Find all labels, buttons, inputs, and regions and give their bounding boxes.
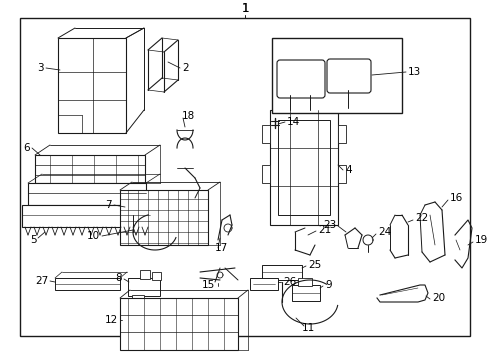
Text: 16: 16 (449, 193, 462, 203)
Bar (249, 278, 278, 290)
FancyBboxPatch shape (326, 59, 370, 93)
Bar (262, 165, 269, 183)
Bar (128, 278, 160, 296)
Text: 1: 1 (241, 1, 248, 14)
Bar (140, 270, 150, 279)
Text: 9: 9 (325, 280, 331, 290)
Text: 27: 27 (35, 276, 48, 286)
Bar (120, 298, 238, 350)
Text: 17: 17 (215, 243, 228, 253)
Bar (132, 295, 143, 303)
Text: 23: 23 (322, 220, 335, 230)
Text: 21: 21 (317, 225, 330, 235)
Bar (278, 120, 329, 215)
Text: 1: 1 (241, 1, 248, 14)
FancyBboxPatch shape (276, 60, 325, 98)
Bar (120, 190, 207, 245)
Text: 26: 26 (283, 277, 296, 287)
Text: 10: 10 (87, 231, 100, 241)
Bar (291, 285, 319, 301)
Bar (262, 265, 302, 280)
Text: 3: 3 (37, 63, 44, 73)
Text: 20: 20 (431, 293, 444, 303)
Text: 22: 22 (414, 213, 427, 223)
Bar (337, 125, 346, 143)
Text: 24: 24 (377, 227, 390, 237)
Text: 12: 12 (104, 315, 118, 325)
Text: 19: 19 (474, 235, 487, 245)
Text: 8: 8 (115, 273, 122, 283)
Bar (35, 155, 145, 183)
Text: 15: 15 (201, 280, 214, 290)
Bar (297, 278, 311, 286)
Bar (152, 272, 161, 280)
Text: 5: 5 (30, 235, 37, 245)
Bar (55, 278, 120, 290)
Text: 7: 7 (105, 200, 112, 210)
Text: 14: 14 (286, 117, 300, 127)
Bar (262, 125, 269, 143)
Text: 25: 25 (307, 260, 321, 270)
Text: 4: 4 (345, 165, 351, 175)
Bar (20, 18, 469, 336)
Text: 11: 11 (302, 323, 315, 333)
Bar (269, 110, 337, 225)
Bar (22, 205, 150, 227)
Bar (271, 38, 401, 113)
Text: 6: 6 (23, 143, 30, 153)
Bar (58, 38, 126, 133)
Bar (337, 165, 346, 183)
Text: 18: 18 (182, 111, 195, 121)
Text: 2: 2 (182, 63, 188, 73)
Bar (28, 183, 146, 205)
Text: 13: 13 (407, 67, 420, 77)
